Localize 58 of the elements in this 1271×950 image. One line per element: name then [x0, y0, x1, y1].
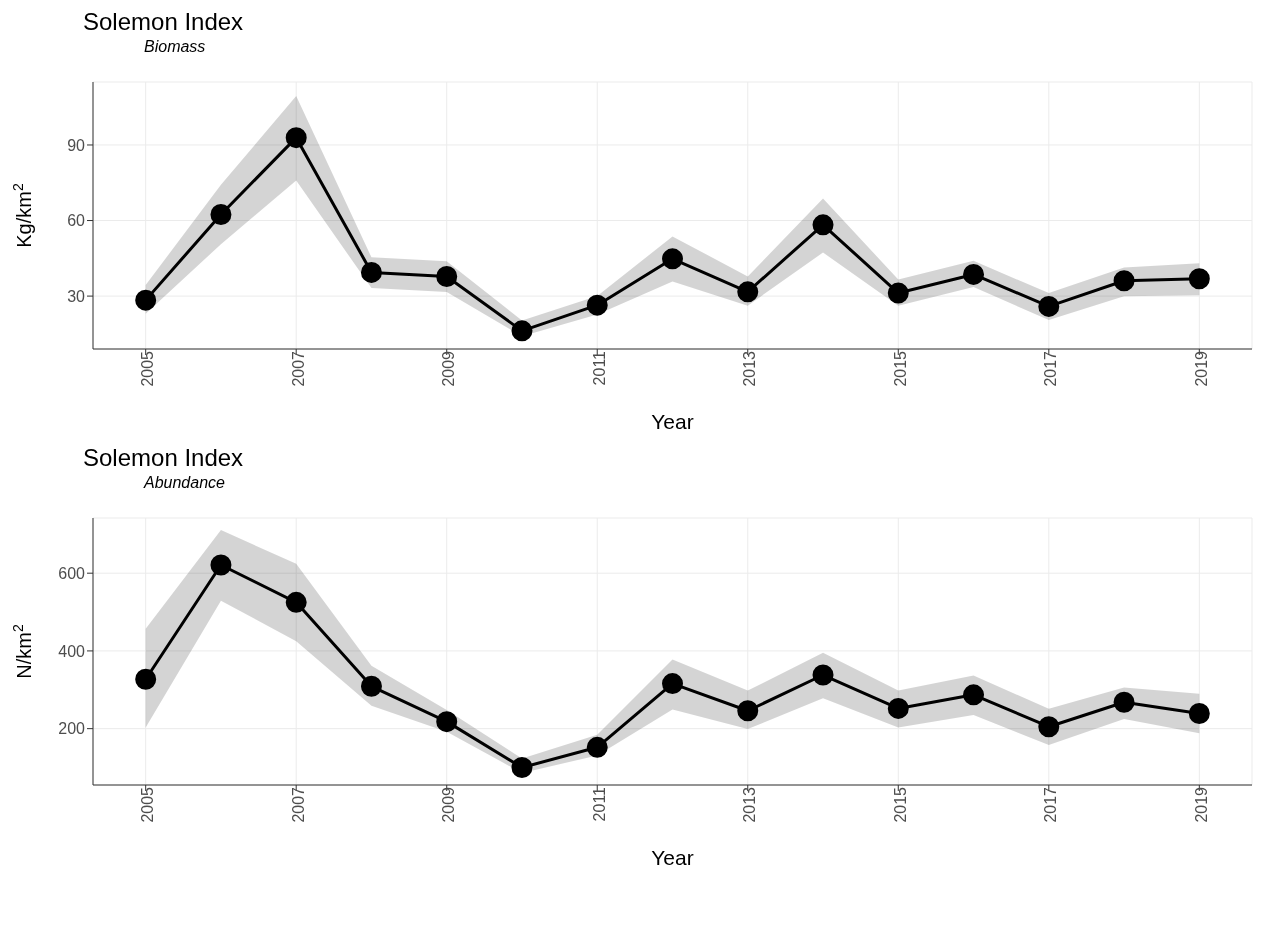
x-axis-title: Year [651, 410, 694, 433]
point [1038, 295, 1060, 317]
point [1113, 270, 1135, 292]
x-tick-label: 2019 [1192, 786, 1210, 823]
x-tick-label: 2005 [139, 786, 157, 823]
x-tick-label: 2009 [440, 350, 458, 387]
point [360, 675, 382, 697]
point [511, 320, 533, 342]
x-tick-label: 2011 [590, 786, 608, 822]
point [1188, 702, 1210, 724]
y-tick-label: 90 [67, 136, 86, 154]
point [135, 289, 157, 311]
x-tick-label: 2005 [139, 350, 157, 387]
point [963, 684, 985, 706]
point [812, 214, 834, 236]
point [737, 281, 759, 303]
point [436, 711, 458, 733]
chart-title: Solemon Index [83, 8, 245, 37]
point [1038, 716, 1060, 738]
point [586, 736, 608, 758]
point [1113, 691, 1135, 713]
point [285, 127, 307, 149]
x-tick-label: 2017 [1042, 786, 1060, 823]
x-tick-label: 2013 [741, 350, 759, 387]
point [737, 700, 759, 722]
y-tick-label: 60 [67, 212, 86, 230]
y-tick-label: 30 [67, 287, 86, 305]
point [1188, 268, 1210, 290]
x-tick-label: 2013 [741, 786, 759, 823]
x-tick-label: 2015 [891, 350, 909, 387]
x-tick-label: 2007 [289, 350, 307, 387]
point [135, 668, 157, 690]
x-tick-label: 2019 [1192, 350, 1210, 387]
point [360, 261, 382, 283]
point [662, 248, 683, 270]
point [812, 664, 834, 686]
chart-subtitle: Biomass [144, 38, 207, 57]
chart-subtitle: Abundance [144, 474, 226, 493]
point [662, 673, 683, 695]
point [436, 265, 458, 287]
point [210, 554, 232, 576]
x-tick-label: 2009 [440, 786, 458, 823]
y-tick-label: 600 [58, 564, 86, 582]
x-tick-label: 2015 [891, 786, 909, 823]
point [887, 282, 909, 304]
point [210, 203, 232, 225]
x-tick-label: 2017 [1042, 350, 1060, 387]
point [887, 697, 909, 719]
y-tick-label: 400 [58, 642, 86, 660]
point [963, 263, 985, 285]
chart-title: Solemon Index [83, 444, 245, 473]
point [586, 294, 608, 316]
x-axis-title: Year [651, 846, 694, 869]
x-tick-label: 2011 [590, 350, 608, 386]
point [285, 591, 307, 613]
point [511, 757, 533, 779]
y-tick-label: 200 [58, 720, 86, 738]
x-tick-label: 2007 [289, 786, 307, 823]
